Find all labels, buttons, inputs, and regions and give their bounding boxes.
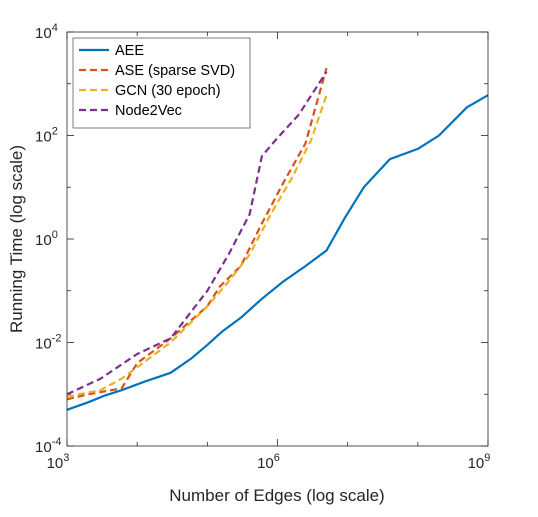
series-line-aee	[66, 94, 489, 411]
y-tick-label: 104	[35, 22, 58, 42]
legend-label: GCN (30 epoch)	[115, 83, 221, 99]
x-tick-label: 109	[468, 452, 491, 472]
legend-label: ASE (sparse SVD)	[115, 63, 235, 79]
legend-label: AEE	[115, 43, 144, 59]
series-line-ase-sparse-svd	[66, 67, 328, 401]
series-lines	[66, 67, 489, 411]
y-axis-label: Running Time (log scale)	[7, 145, 26, 333]
legend-box	[72, 37, 251, 129]
x-axis-label: Number of Edges (log scale)	[169, 486, 384, 505]
y-tick-labels: 10-4 10-2 100 102 104	[35, 22, 61, 456]
x-tick-label: 103	[47, 452, 70, 472]
legend-label: Node2Vec	[115, 103, 182, 119]
plot-frame	[66, 31, 489, 447]
legend: AEE ASE (sparse SVD) GCN (30 epoch) Node2Ve…	[72, 37, 251, 129]
y-tick-label: 10-2	[35, 333, 61, 353]
y-tick-label: 102	[35, 126, 58, 146]
y-tick-label: 100	[35, 229, 58, 249]
x-tick-label: 106	[257, 452, 280, 472]
series-line-gcn-30-epoch	[66, 94, 328, 398]
y-tick-label: 10-4	[35, 436, 61, 456]
x-tick-labels: 103 106 109	[47, 452, 491, 472]
series-line-node2vec	[66, 71, 328, 396]
